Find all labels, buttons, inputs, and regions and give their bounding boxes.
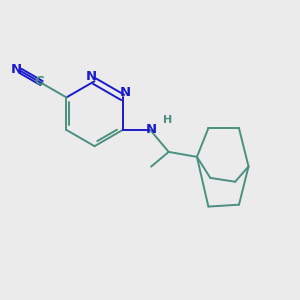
Text: C: C	[34, 75, 44, 88]
Text: N: N	[120, 86, 131, 99]
Text: N: N	[146, 123, 157, 136]
Text: N: N	[86, 70, 97, 83]
Text: H: H	[163, 116, 172, 125]
Text: N: N	[11, 63, 22, 76]
